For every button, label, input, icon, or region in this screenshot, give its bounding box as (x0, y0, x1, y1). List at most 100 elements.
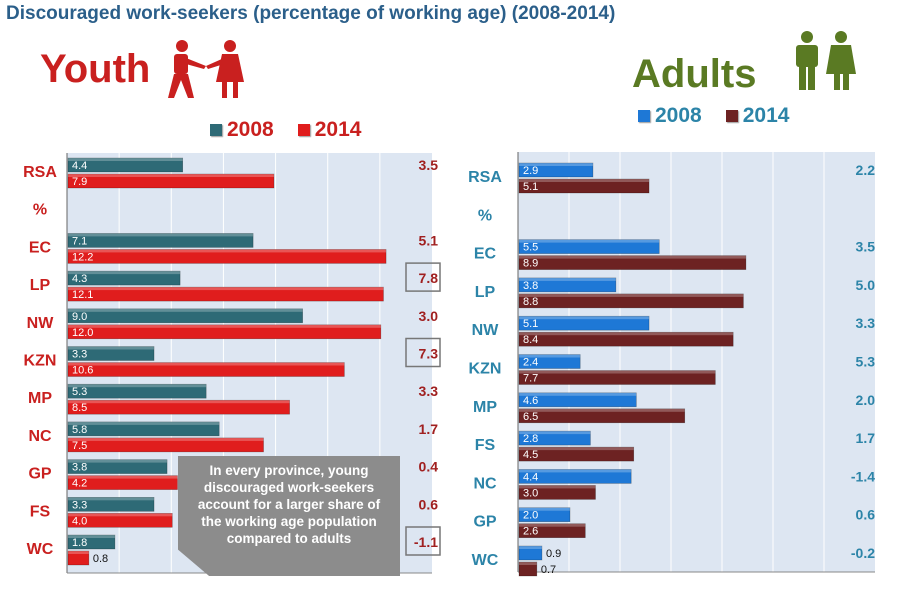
adults-difference-label: 2.2 (856, 162, 876, 178)
youth-data-label: 1.8 (72, 537, 87, 549)
youth-difference-label: 3.3 (419, 383, 439, 399)
adults-data-label: 0.7 (541, 564, 556, 576)
adults-category-label: GP (473, 514, 496, 531)
youth-data-label: 4.4 (72, 160, 87, 172)
adults-difference-label: 3.5 (856, 239, 876, 255)
adults-bar-2014 (518, 523, 586, 539)
youth-data-label: 3.3 (72, 349, 87, 361)
youth-data-label: 4.0 (72, 515, 87, 527)
adults-data-label: 8.8 (523, 296, 538, 308)
adults-bar-highlight (519, 447, 634, 451)
adults-bar-highlight (519, 255, 746, 259)
adults-difference-label: 2.0 (856, 392, 876, 408)
adults-bar-2008 (518, 239, 660, 254)
adults-bar-highlight (519, 485, 596, 489)
youth-bar-2014 (67, 550, 90, 566)
adults-bar-highlight (519, 316, 650, 320)
youth-bar-highlight (68, 174, 274, 177)
adults-difference-label: 3.3 (856, 315, 876, 331)
youth-data-label: 9.0 (72, 311, 87, 323)
youth-category-label: LP (30, 277, 51, 294)
youth-difference-label: 7.3 (419, 346, 439, 362)
youth-bar-highlight (68, 346, 155, 350)
youth-category-label: NC (28, 428, 52, 445)
youth-panel-title: Youth (40, 47, 151, 91)
youth-data-label: 7.9 (72, 176, 87, 188)
youth-bar-highlight (68, 324, 381, 328)
youth-bar-2014 (67, 249, 387, 264)
youth-data-label: 12.1 (72, 289, 93, 301)
adults-category-label: LP (475, 284, 496, 301)
legend-swatch-youth-2008 (210, 124, 222, 136)
adults-legend: 2008 2014 (638, 104, 813, 128)
youth-bar-2008 (67, 157, 184, 173)
adults-category-label: RSA (468, 169, 502, 186)
adults-data-label: 4.6 (523, 395, 538, 407)
adults-difference-label: 0.6 (856, 507, 876, 523)
youth-bar-highlight (68, 475, 178, 479)
youth-difference-label: 1.7 (419, 421, 439, 437)
youth-bar-highlight (68, 287, 384, 291)
youth-bar-highlight (68, 535, 115, 538)
adults-bar-highlight (519, 469, 632, 473)
youth-difference-label: 7.8 (419, 270, 439, 286)
youth-category-label: FS (30, 503, 51, 520)
adults-category-label: NC (473, 475, 497, 492)
adults-bar-highlight (519, 277, 616, 281)
adults-bar-2014 (518, 446, 635, 462)
adults-people-icon (796, 31, 856, 90)
youth-difference-label: 5.1 (419, 232, 439, 248)
adults-bar-highlight (519, 332, 734, 336)
adults-data-label: 0.9 (546, 548, 561, 560)
youth-bar-highlight (68, 400, 290, 404)
adults-data-label: 8.4 (523, 334, 538, 346)
youth-category-label: RSA (23, 164, 57, 181)
youth-people-icon (168, 40, 244, 98)
youth-bar-2014 (67, 437, 264, 453)
adults-bar-2014 (518, 255, 747, 270)
adults-bar-highlight (519, 392, 637, 396)
callout-note: In every province, young discouraged wor… (178, 456, 400, 576)
adults-bar-2008 (518, 430, 591, 446)
adults-bar-highlight (519, 354, 581, 358)
adults-bar-2008 (518, 469, 632, 484)
youth-bar-highlight (68, 513, 173, 517)
adults-bar-highlight (519, 507, 570, 511)
adults-data-label: 2.0 (523, 510, 538, 522)
youth-bar-2008 (67, 496, 155, 512)
adults-bar-highlight (519, 179, 650, 182)
adults-difference-label: 1.7 (856, 430, 876, 446)
youth-bar-2008 (67, 270, 181, 286)
youth-difference-box (405, 337, 441, 368)
youth-bar-2014 (67, 475, 178, 490)
legend-label-adults-2014: 2014 (742, 104, 790, 127)
adults-data-label: 5.1 (523, 318, 538, 330)
youth-category-label: WC (27, 541, 54, 558)
adults-data-label: 3.8 (523, 280, 538, 292)
youth-bar-2008 (67, 459, 168, 474)
youth-data-label: 10.6 (72, 365, 93, 377)
youth-bar-2014 (67, 173, 275, 189)
adults-bar-highlight (519, 239, 660, 243)
youth-category-label: MP (28, 390, 52, 407)
youth-data-label: 8.5 (72, 402, 87, 414)
youth-data-label: 7.5 (72, 440, 87, 452)
youth-bar-highlight (68, 497, 155, 501)
youth-bar-highlight (68, 271, 181, 275)
youth-bar-highlight (68, 308, 303, 312)
adults-bar-2014 (518, 331, 734, 347)
youth-bar-2008 (67, 383, 207, 399)
youth-bar-highlight (68, 233, 254, 237)
adults-bar-2014 (518, 561, 538, 577)
adults-difference-label: -1.4 (851, 468, 875, 484)
adults-bar-highlight (519, 562, 537, 565)
youth-difference-label: 3.5 (419, 157, 439, 173)
youth-bar-2014 (67, 512, 173, 528)
youth-bar-2008 (67, 233, 254, 248)
youth-difference-label: -1.1 (414, 534, 438, 550)
youth-bar-highlight (68, 551, 89, 554)
youth-bar-2008 (67, 534, 116, 550)
adults-bar-highlight (519, 523, 586, 527)
adults-data-label: 2.6 (523, 526, 538, 538)
youth-bar-highlight (68, 158, 183, 161)
